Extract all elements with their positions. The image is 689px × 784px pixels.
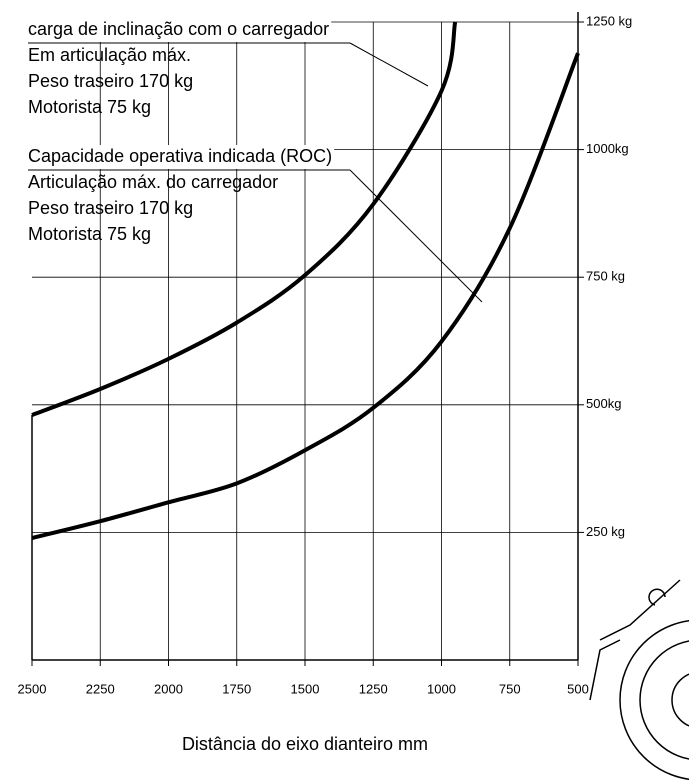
x-tick-label: 2250 [86,681,115,696]
y-tick-label: 750 kg [586,269,625,284]
curve [31,52,580,540]
x-tick-label: 1250 [359,681,388,696]
x-tick-label: 500 [567,681,589,696]
curve [31,21,458,417]
y-tick-label: 250 kg [586,524,625,539]
y-tick-label: 1000kg [586,141,629,156]
legend-bg [26,18,332,42]
legend-note: Motorista 75 kg [28,224,151,244]
x-tick-label: 1500 [291,681,320,696]
x-tick-label: 1750 [222,681,251,696]
legend-bg [26,145,335,169]
x-axis-label: Distância do eixo dianteiro mm [182,734,428,754]
legend-entry: carga de inclinação com o carregador [28,19,329,39]
x-tick-label: 1000 [427,681,456,696]
y-tick-label: 500kg [586,396,621,411]
x-tick-label: 750 [499,681,521,696]
tractor-drawing [589,579,689,780]
y-tick-label: 1250 kg [586,13,632,28]
legend-note: Articulação máx. do carregador [28,172,278,192]
x-tick-label: 2000 [154,681,183,696]
leader-line [349,42,429,87]
legend-note: Peso traseiro 170 kg [28,198,193,218]
legend-entry: Capacidade operativa indicada (ROC) [28,146,332,166]
legend-note: Em articulação máx. [28,45,191,65]
leader-line [349,169,483,303]
x-tick-label: 2500 [18,681,47,696]
legend-note: Motorista 75 kg [28,97,151,117]
legend-note: Peso traseiro 170 kg [28,71,193,91]
